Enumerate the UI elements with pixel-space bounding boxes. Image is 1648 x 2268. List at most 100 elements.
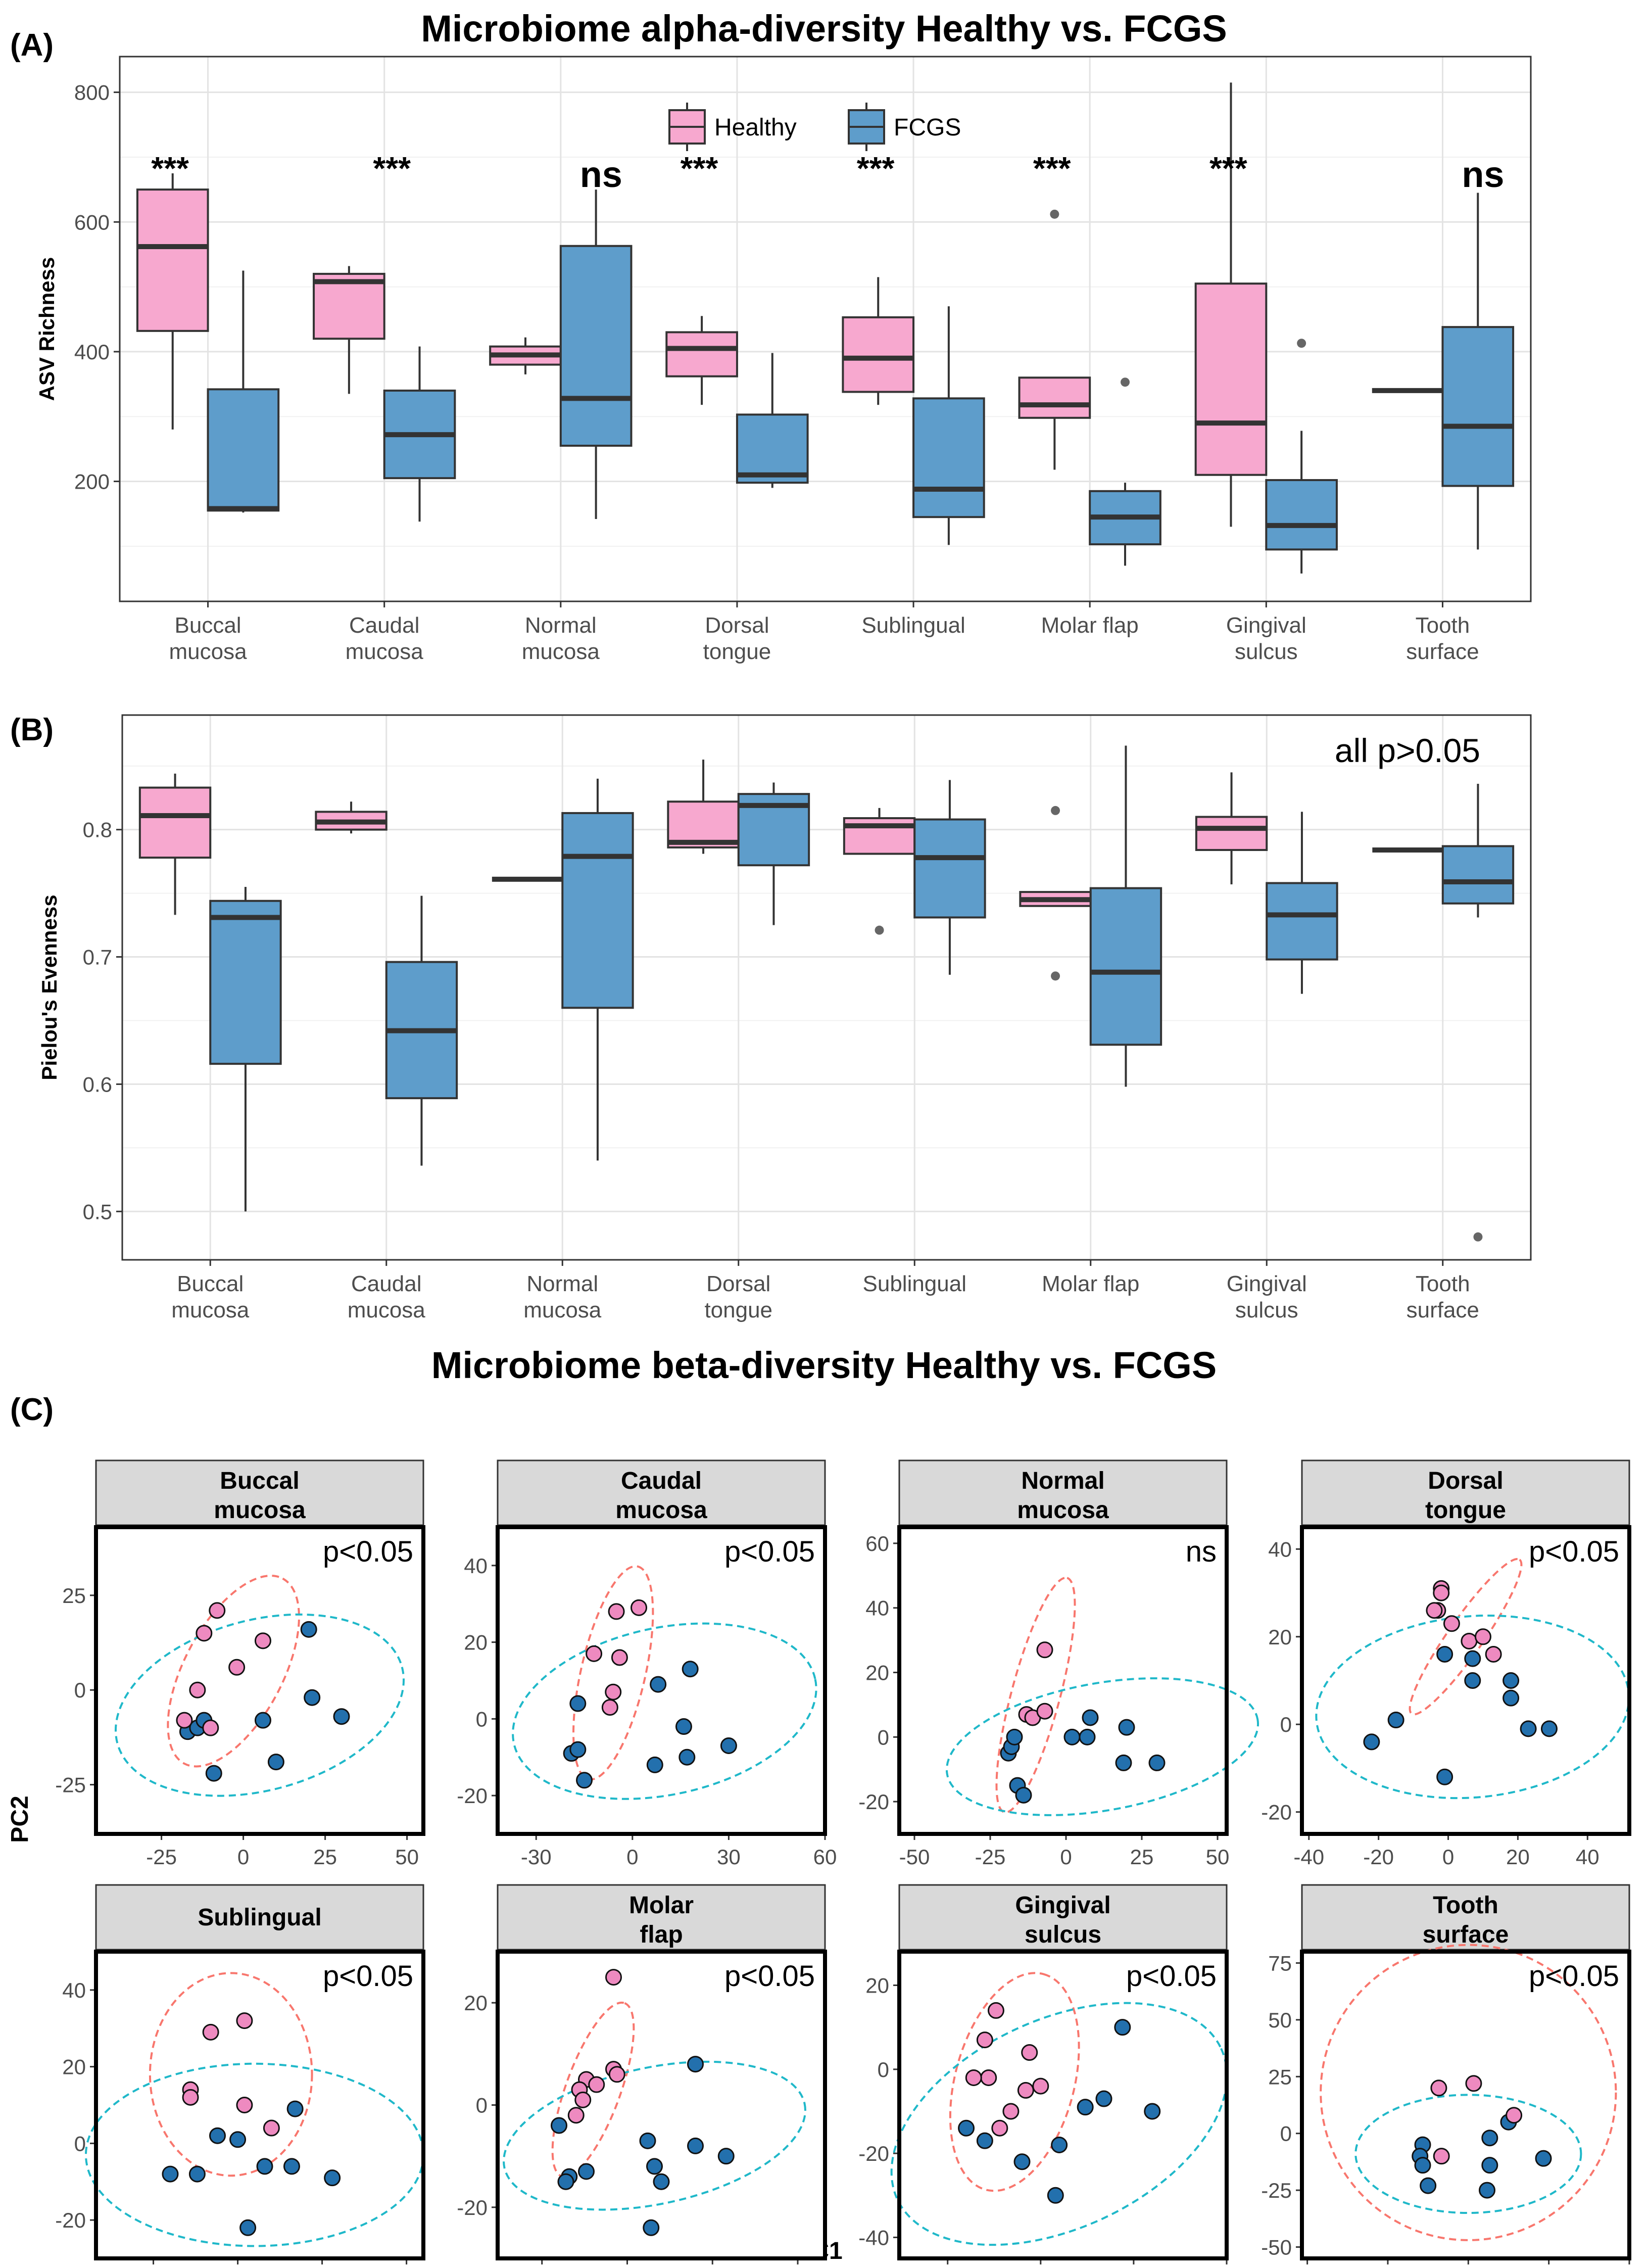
facet-gingival-sulcus-healthy-point xyxy=(1002,2103,1020,2120)
legend-fcgs-label: FCGS xyxy=(894,114,961,141)
facet-normal-mucosa-significance: ns xyxy=(1186,1535,1217,1568)
facet-normal-mucosa-fcgs-point xyxy=(1118,1719,1135,1736)
facet-normal-mucosa-y-tick-label: 0 xyxy=(878,1725,889,1749)
evenness-x-label-caudal-mucosa-line1: Caudal xyxy=(351,1271,421,1296)
facet-caudal-mucosa-fcgs-ellipse xyxy=(512,1622,817,1800)
facet-dorsal-tongue-x-tick-label: 0 xyxy=(1442,1845,1454,1869)
evenness-x-label-normal-mucosa-line1: Normal xyxy=(526,1271,598,1296)
facet-molar-flap-strip xyxy=(497,1884,826,1951)
richness-fcgs-dorsal-tongue-box xyxy=(736,413,809,484)
facet-sublingual-healthy-point xyxy=(263,2119,280,2137)
facet-dorsal-tongue-x-tick-label: 20 xyxy=(1506,1845,1530,1869)
richness-healthy-molar-flap-box xyxy=(1018,376,1091,419)
facet-molar-flap-significance: p<0.05 xyxy=(724,1960,815,1993)
facet-dorsal-tongue-healthy-point xyxy=(1461,1632,1478,1649)
facet-gingival-sulcus-healthy-point xyxy=(987,2002,1004,2019)
facet-caudal-mucosa-strip-label-line1: Caudal xyxy=(621,1468,702,1494)
facet-tooth-surface-fcgs-point xyxy=(1535,2150,1552,2167)
richness-healthy-dorsal-tongue-box xyxy=(665,331,738,377)
facet-buccal-mucosa-healthy-point xyxy=(189,1681,206,1698)
facet-dorsal-tongue-y-tick-label: 40 xyxy=(1268,1537,1292,1561)
richness-fcgs-buccal-mucosa-box xyxy=(207,388,280,512)
facet-caudal-mucosa-fcgs-point xyxy=(720,1737,737,1754)
facet-sublingual-y-tick-label: -20 xyxy=(55,2208,86,2232)
facet-dorsal-tongue-strip-label-line2: tongue xyxy=(1425,1497,1506,1524)
facet-gingival-sulcus-healthy-point xyxy=(980,2069,997,2086)
richness-significance-normal-mucosa: ns xyxy=(580,155,622,195)
facet-tooth-surface-strip xyxy=(1301,1884,1630,1951)
facet-normal-mucosa-y-tick-label: 40 xyxy=(865,1596,889,1620)
facet-normal-mucosa-y-tick-label: -20 xyxy=(858,1790,889,1814)
facet-gingival-sulcus-fcgs-point xyxy=(976,2132,993,2149)
facet-buccal-mucosa-fcgs-ellipse xyxy=(114,1613,405,1797)
facet-tooth-surface-healthy-point xyxy=(1506,2107,1523,2124)
evenness-annotation: all p>0.05 xyxy=(1335,732,1480,769)
facet-buccal-mucosa-x-tick-label: 25 xyxy=(313,1845,337,1869)
facet-buccal-mucosa-healthy-point xyxy=(254,1632,271,1649)
facet-dorsal-tongue-y-tick-label: -20 xyxy=(1261,1801,1292,1824)
facet-dorsal-tongue-fcgs-point xyxy=(1464,1650,1481,1667)
facet-buccal-mucosa-strip-label-line1: Buccal xyxy=(220,1468,299,1494)
facet-gingival-sulcus-border xyxy=(897,1950,1229,2260)
facet-molar-flap-fcgs-point xyxy=(646,2158,663,2175)
facet-molar-flap-strip-label-line1: Molar xyxy=(629,1892,694,1919)
richness-significance-buccal-mucosa: *** xyxy=(151,150,189,186)
evenness-healthy-buccal-mucosa-box xyxy=(138,786,212,859)
facet-buccal-mucosa-fcgs-point xyxy=(254,1712,271,1729)
evenness-x-label-dorsal-tongue-line2: tongue xyxy=(704,1298,772,1322)
facet-tooth-surface-fcgs-point xyxy=(1420,2177,1437,2194)
facet-normal-mucosa-fcgs-point xyxy=(1006,1728,1023,1745)
panel-b-evenness: 0.50.60.70.8BuccalmucosaCaudalmucosaNorm… xyxy=(37,714,1532,1322)
facet-normal-mucosa-fcgs-point xyxy=(1079,1728,1096,1745)
evenness-x-label-buccal-mucosa-line1: Buccal xyxy=(177,1271,244,1296)
evenness-plot-background xyxy=(122,715,1531,1260)
facet-molar-flap-fcgs-point xyxy=(551,2117,567,2134)
facet-caudal-mucosa-significance: p<0.05 xyxy=(724,1535,815,1568)
facet-dorsal-tongue-fcgs-point xyxy=(1363,1733,1380,1751)
richness-fcgs-gingival-sulcus-outlier xyxy=(1297,339,1306,348)
facet-caudal-mucosa-y-tick-label: 20 xyxy=(464,1631,488,1655)
richness-fcgs-tooth-surface-box xyxy=(1441,326,1515,487)
facet-normal-mucosa-healthy-point xyxy=(1036,1641,1053,1659)
beta-y-label: PC2 xyxy=(7,1796,33,1842)
facet-tooth-surface-strip-label-line2: surface xyxy=(1423,1921,1509,1948)
panel-a-richness: 200400600800BuccalmucosaCaudalmucosaNorm… xyxy=(35,56,1532,664)
facet-tooth-surface-border xyxy=(1300,1950,1631,2260)
facet-buccal-mucosa-healthy-point xyxy=(209,1602,226,1619)
facet-tooth-surface-y-tick-label: -50 xyxy=(1261,2236,1292,2259)
facet-caudal-mucosa-fcgs-point xyxy=(646,1756,663,1773)
richness-healthy-molar-flap-outlier xyxy=(1050,209,1059,219)
facet-normal-mucosa-x-tick-label: -25 xyxy=(975,1845,1006,1869)
evenness-fcgs-tooth-surface-box xyxy=(1441,845,1515,905)
facet-dorsal-tongue-fcgs-point xyxy=(1464,1672,1481,1689)
facet-buccal-mucosa-healthy-point xyxy=(228,1659,246,1676)
facet-caudal-mucosa-fcgs-point xyxy=(576,1772,593,1789)
facet-tooth-surface-healthy-ellipse xyxy=(1320,1944,1617,2241)
panel-tag-a: (A) xyxy=(10,28,54,63)
richness-x-label-caudal-mucosa-line1: Caudal xyxy=(349,613,419,638)
richness-plot-border xyxy=(119,56,1532,602)
facet-dorsal-tongue-x-tick-label: -40 xyxy=(1293,1845,1324,1869)
richness-x-label-normal-mucosa-line1: Normal xyxy=(525,613,597,638)
facet-caudal-mucosa-fcgs-point xyxy=(569,1695,587,1712)
facet-normal-mucosa-fcgs-point xyxy=(1063,1728,1081,1745)
facet-dorsal-tongue-border xyxy=(1300,1525,1631,1836)
richness-significance-tooth-surface: ns xyxy=(1462,155,1504,195)
richness-healthy-buccal-mucosa-box xyxy=(136,188,209,332)
facet-buccal-mucosa-fcgs-point xyxy=(300,1621,317,1638)
facet-molar-flap-fcgs-point xyxy=(687,2056,704,2073)
facet-sublingual-fcgs-point xyxy=(229,2131,247,2148)
facet-buccal-mucosa-y-tick-label: -25 xyxy=(55,1773,86,1797)
facet-normal-mucosa-fcgs-point xyxy=(1148,1754,1166,1771)
facet-tooth-surface-y-tick-label: -25 xyxy=(1261,2179,1292,2202)
facet-caudal-mucosa-strip xyxy=(497,1459,826,1526)
facet-caudal-mucosa-x-tick-label: -30 xyxy=(521,1845,552,1869)
evenness-x-label-normal-mucosa-line2: mucosa xyxy=(523,1298,602,1322)
facet-dorsal-tongue-y-tick-label: 20 xyxy=(1268,1625,1292,1649)
evenness-x-label-gingival-sulcus-line1: Gingival xyxy=(1227,1271,1307,1296)
facet-dorsal-tongue-x-tick-label: 40 xyxy=(1576,1845,1599,1869)
facet-normal-mucosa-healthy-point xyxy=(1036,1703,1053,1720)
facet-gingival-sulcus-fcgs-point xyxy=(1114,2019,1131,2036)
evenness-fcgs-normal-mucosa-box xyxy=(561,812,634,1009)
evenness-x-label-sublingual-line1: Sublingual xyxy=(863,1271,967,1296)
